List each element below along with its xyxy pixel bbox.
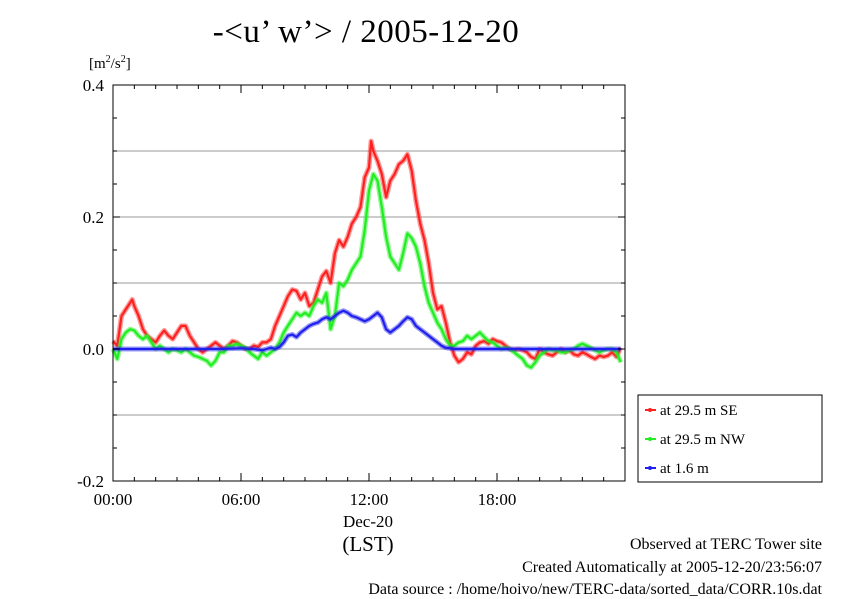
y-unit-sup-2: 2 bbox=[121, 54, 126, 65]
series-line-1 bbox=[112, 140, 622, 364]
y-tick-label: 0.2 bbox=[83, 208, 104, 227]
y-unit-sup-1: 2 bbox=[106, 54, 111, 65]
legend-label-1: at 29.5 m SE bbox=[660, 403, 738, 419]
legend-box bbox=[637, 394, 823, 483]
y-unit-part-1: [m bbox=[89, 56, 106, 72]
y-unit-part-2: /s bbox=[111, 56, 121, 72]
legend-marker-1 bbox=[648, 408, 652, 412]
x-tick-label: 00:00 bbox=[94, 490, 133, 509]
series-line-3 bbox=[113, 309, 621, 352]
x-date-label: Dec-20 bbox=[343, 512, 393, 531]
y-axis-unit-label: [m2/s2] bbox=[89, 54, 131, 72]
legend-label-3: at 1.6 m bbox=[660, 461, 709, 477]
legend-items: at 29.5 m SE at 29.5 m NW at 1.6 m bbox=[645, 403, 746, 477]
y-tick-label: 0.4 bbox=[83, 76, 105, 95]
axes: -0.2 0.0 0.2 0.4 00:00 06:00 12:00 18:00 bbox=[77, 76, 626, 509]
footer-created-time: Created Automatically at 2005-12-20/23:5… bbox=[522, 559, 822, 576]
chart-title-text: -<u’ w’> / 2005-12-20 bbox=[212, 14, 520, 50]
x-tick-label: 12:00 bbox=[350, 490, 389, 509]
legend-marker-2 bbox=[648, 437, 652, 441]
x-tick-label: 06:00 bbox=[222, 490, 261, 509]
x-axis-label: (LST) bbox=[342, 532, 393, 556]
y-tick-label: -0.2 bbox=[77, 472, 104, 491]
footer-observed-site: Observed at TERC Tower site bbox=[629, 536, 822, 553]
series-lines bbox=[110, 138, 624, 370]
series-line-2 bbox=[111, 173, 622, 369]
chart-title: -<u’ w’> / 2005-12-20 bbox=[0, 14, 842, 51]
footer-data-source: Data source : /home/hoivo/new/TERC-data/… bbox=[368, 581, 822, 598]
legend: at 29.5 m SE at 29.5 m NW at 1.6 m bbox=[637, 394, 823, 483]
x-tick-label: 18:00 bbox=[478, 490, 517, 509]
y-unit-part-3: ] bbox=[126, 56, 131, 72]
y-tick-label: 0.0 bbox=[83, 340, 104, 359]
legend-marker-3 bbox=[648, 466, 652, 470]
legend-label-2: at 29.5 m NW bbox=[660, 432, 746, 448]
